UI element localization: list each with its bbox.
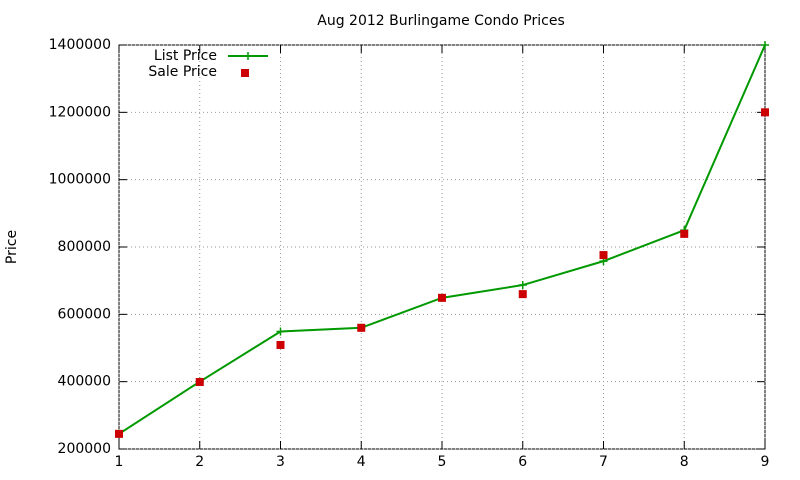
point <box>244 52 252 60</box>
x-tick-label: 8 <box>680 454 689 470</box>
y-tick-label: 200000 <box>58 441 111 457</box>
point <box>599 251 608 260</box>
y-tick-label: 1400000 <box>49 37 111 53</box>
x-tick-label: 6 <box>518 454 527 470</box>
legend-label: Sale Price <box>148 64 217 80</box>
y-tick-label: 800000 <box>58 239 111 255</box>
y-axis-label: Price <box>4 230 20 264</box>
x-tick-label: 3 <box>276 454 285 470</box>
point <box>518 290 527 299</box>
series-line <box>118 44 766 435</box>
point <box>276 327 285 336</box>
point <box>241 69 249 77</box>
y-tick-label: 400000 <box>58 374 111 390</box>
x-tick-label: 2 <box>195 454 204 470</box>
y-tick-label: 1200000 <box>49 104 111 120</box>
y-tick-label: 600000 <box>58 306 111 322</box>
y-tick-label: 1000000 <box>49 172 111 188</box>
point <box>115 429 123 438</box>
point <box>195 378 204 387</box>
point <box>761 108 769 117</box>
legend-label: List Price <box>154 48 217 64</box>
x-tick-label: 4 <box>357 454 366 470</box>
point <box>438 293 446 302</box>
x-tick-label: 1 <box>115 454 124 470</box>
x-tick-label: 9 <box>761 454 770 470</box>
point <box>680 229 689 238</box>
point <box>276 340 285 349</box>
x-tick-label: 7 <box>599 454 608 470</box>
point <box>761 41 769 49</box>
point <box>357 323 366 332</box>
chart-title: Aug 2012 Burlingame Condo Prices <box>317 13 564 29</box>
x-tick-label: 5 <box>438 454 447 470</box>
point <box>518 281 527 290</box>
